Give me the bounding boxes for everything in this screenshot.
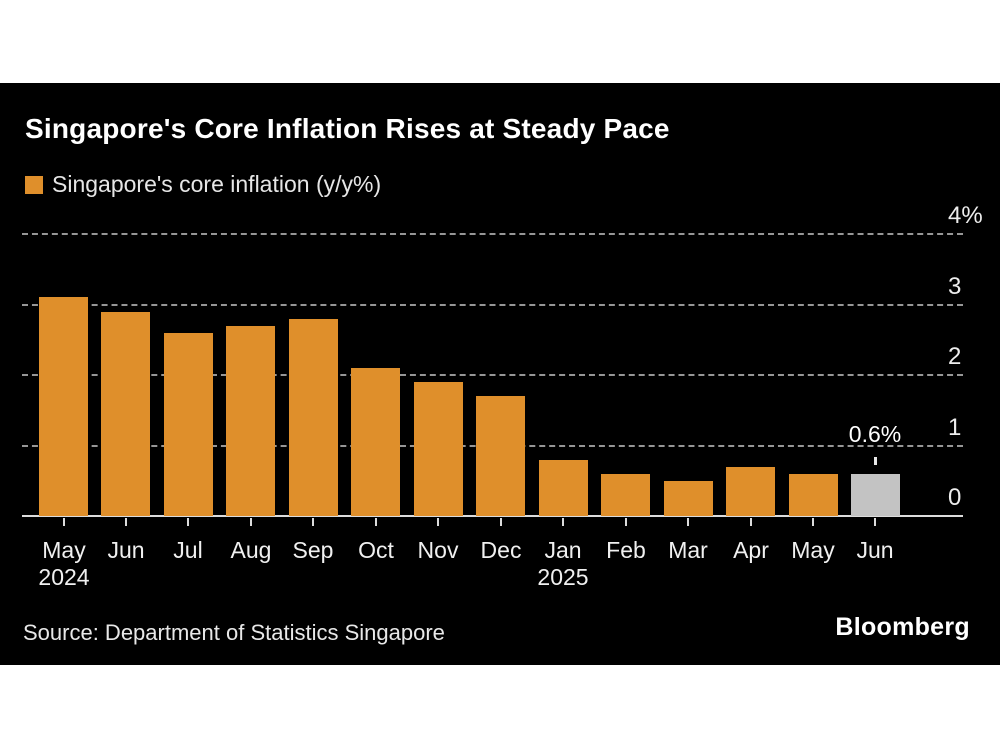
x-tick-label: Jan	[544, 537, 582, 563]
x-tick-label: Mar	[668, 537, 708, 563]
y-gridline	[22, 374, 963, 376]
x-tick-label: Oct	[358, 537, 394, 563]
x-axis-tick	[500, 518, 502, 526]
bar	[476, 396, 525, 516]
x-tick-label: Sep	[292, 537, 334, 563]
x-axis-tick	[375, 518, 377, 526]
x-axis-tick	[687, 518, 689, 526]
bar	[664, 480, 713, 516]
x-tick-label: Jul	[173, 537, 203, 563]
y-tick-label: 1	[948, 413, 962, 441]
bloomberg-logo: Bloomberg	[835, 613, 970, 641]
x-tick-label: Aug	[230, 537, 272, 563]
x-tick-label: Dec	[480, 537, 522, 563]
x-axis-tick	[312, 518, 314, 526]
bar	[726, 466, 775, 516]
x-axis-tick	[625, 518, 627, 526]
x-axis-tick	[187, 518, 189, 526]
x-axis-tick	[250, 518, 252, 526]
x-axis-tick	[750, 518, 752, 526]
bar-value-tick	[874, 457, 877, 465]
x-axis-tick	[437, 518, 439, 526]
x-axis-tick	[874, 518, 876, 526]
bar	[351, 367, 400, 516]
legend-swatch	[25, 175, 43, 194]
chart-title: Singapore's Core Inflation Rises at Stea…	[25, 113, 670, 144]
bar	[539, 459, 588, 516]
y-tick-label: 0	[948, 484, 962, 511]
x-year-label: 2024	[38, 564, 90, 590]
x-tick-label: Feb	[606, 537, 646, 563]
bar	[226, 325, 275, 516]
bar-value-label: 0.6%	[848, 421, 902, 447]
x-axis-tick	[812, 518, 814, 526]
x-axis-tick	[125, 518, 127, 526]
y-gridline	[22, 233, 963, 235]
x-axis-tick	[63, 518, 65, 526]
x-tick-label: May	[791, 537, 835, 563]
x-tick-label: Jun	[856, 537, 894, 563]
x-tick-label: Apr	[733, 537, 769, 563]
bar	[414, 382, 463, 516]
y-tick-label: 3	[948, 272, 962, 300]
legend: Singapore's core inflation (y/y%)	[25, 171, 381, 198]
x-tick-label: Nov	[417, 537, 459, 563]
x-axis-tick	[562, 518, 564, 526]
y-tick-label: 2	[948, 343, 962, 370]
y-gridline	[22, 303, 963, 306]
plot-area: 4% 3 2 1 0 May Jun Jul Aug Sep Oct Nov Dec Jan Feb Mar A…	[0, 83, 1000, 665]
x-axis-line	[22, 515, 963, 517]
x-tick-label: Jun	[107, 537, 145, 563]
legend-label: Singapore's core inflation (y/y%)	[52, 171, 382, 197]
bar	[39, 297, 88, 516]
chart-panel: Singapore's Core Inflation Rises at Stea…	[0, 83, 1000, 665]
bar	[601, 473, 650, 516]
bar	[851, 473, 900, 516]
bar	[101, 311, 150, 516]
source-text: Source: Department of Statistics Singapo…	[23, 620, 445, 645]
bar	[164, 332, 213, 516]
y-tick-label: 4%	[948, 202, 983, 229]
bar	[289, 318, 338, 516]
x-tick-label: May	[42, 537, 86, 563]
x-year-label: 2025	[537, 564, 589, 590]
bar	[789, 473, 838, 516]
